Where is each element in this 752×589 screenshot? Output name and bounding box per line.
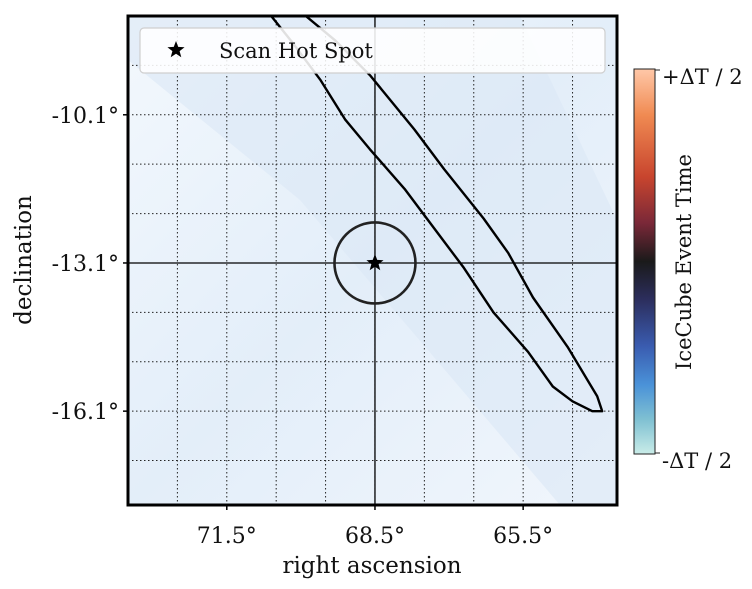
star-icon bbox=[167, 41, 185, 58]
colorbar-gradient bbox=[633, 68, 656, 455]
x-axis: 71.5° 68.5° 65.5° bbox=[197, 505, 553, 549]
y-tick-label: -10.1° bbox=[52, 104, 119, 129]
hot-spot bbox=[333, 221, 417, 305]
legend-box bbox=[139, 27, 606, 74]
colorbar-title: IceCube Event Time bbox=[672, 154, 696, 370]
legend: Scan Hot Spot bbox=[139, 27, 606, 74]
y-axis: -10.1° -13.1° -16.1° bbox=[52, 104, 128, 425]
hot-spot-star bbox=[366, 253, 384, 271]
plot-area bbox=[126, 14, 619, 507]
y-tick-label: -16.1° bbox=[52, 400, 119, 425]
x-tick-label: 71.5° bbox=[197, 524, 257, 549]
legend-label: Scan Hot Spot bbox=[219, 39, 373, 63]
colorbar-top-label: +ΔT / 2 bbox=[662, 65, 743, 89]
contour-line bbox=[270, 16, 604, 413]
x-axis-title: right ascension bbox=[282, 553, 461, 579]
contour bbox=[270, 16, 604, 413]
colorbar-bottom-label: -ΔT / 2 bbox=[662, 449, 732, 473]
y-axis-title: declination bbox=[11, 195, 37, 325]
hot-spot-circle bbox=[333, 221, 417, 305]
plot-frame bbox=[126, 14, 619, 507]
x-tick-label: 65.5° bbox=[493, 524, 553, 549]
colorbar: +ΔT / 2 -ΔT / 2 IceCube Event Time bbox=[633, 65, 743, 473]
y-tick-label: -13.1° bbox=[52, 252, 119, 277]
x-tick-label: 68.5° bbox=[345, 524, 405, 549]
